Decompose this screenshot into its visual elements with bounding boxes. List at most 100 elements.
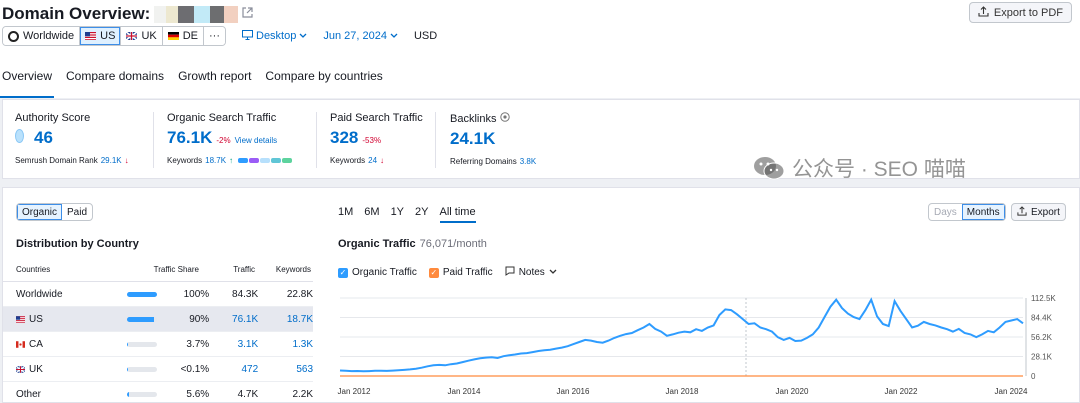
currency-label: USD	[413, 30, 438, 42]
legend-organic[interactable]: ✓ Organic Traffic	[338, 267, 417, 278]
table-row[interactable]: Worldwide 100% 84.3K 22.8K	[3, 282, 313, 307]
tab-compare-by-countries[interactable]: Compare by countries	[265, 69, 383, 83]
domain-rank-value[interactable]: 29.1K	[100, 156, 122, 165]
date-dropdown[interactable]: Jun 27, 2024	[323, 30, 398, 42]
view-details-link[interactable]: View details	[234, 136, 278, 145]
period-2y-button[interactable]: 2Y	[415, 206, 429, 218]
redaction-block	[154, 5, 167, 23]
table-body: Worldwide 100% 84.3K 22.8K US 90% 76.1K 18.7K CA…	[3, 282, 313, 403]
period-6m-button[interactable]: 6M	[364, 206, 380, 218]
paid-traffic-widget: Paid Search Traffic 328 -53% Keywords 24 ↓	[330, 112, 423, 165]
export-pdf-button[interactable]: Export to PDF	[968, 2, 1072, 23]
tab-compare-domains[interactable]: Compare domains	[66, 69, 165, 83]
divider	[316, 112, 317, 168]
arrow-down-icon: ↓	[380, 156, 385, 165]
export-icon	[1017, 205, 1027, 219]
country-cell: US	[3, 314, 113, 325]
table-row[interactable]: Other 5.6% 4.7K 2.2K	[3, 382, 313, 403]
share-bar	[126, 391, 157, 397]
keywords-value[interactable]: 1.3K	[292, 338, 314, 350]
traffic-value[interactable]: 76.1K	[232, 313, 259, 325]
x-tick-label: Jan 2022	[885, 387, 918, 396]
table-row[interactable]: UK <0.1% 472 563	[3, 357, 313, 382]
col-traffic-header[interactable]: Traffic	[233, 265, 255, 274]
x-tick-label: Jan 2018	[666, 387, 699, 396]
x-tick-label: Jan 2012	[338, 387, 371, 396]
table-row[interactable]: US 90% 76.1K 18.7K	[3, 307, 313, 332]
export-button[interactable]: Export	[1011, 203, 1066, 221]
domain-rank-label: Semrush Domain Rank	[15, 156, 98, 165]
x-tick-label: Jan 2024	[995, 387, 1028, 396]
database-de-button[interactable]: DE	[162, 27, 204, 45]
months-button[interactable]: Months	[961, 204, 1005, 220]
divider	[435, 112, 436, 168]
database-label: UK	[141, 30, 157, 42]
intent-segment	[271, 158, 282, 163]
traffic-value[interactable]: 3.1K	[237, 338, 259, 350]
redaction-block	[224, 5, 239, 23]
traffic-value[interactable]: 472	[241, 363, 259, 375]
keywords-value[interactable]: 563	[296, 363, 314, 375]
backlinks-label: Backlinks	[450, 112, 497, 125]
divider	[153, 112, 154, 168]
organic-toggle-button[interactable]: Organic	[17, 204, 63, 220]
more-databases-button[interactable]: ···	[204, 27, 225, 45]
legend-paid[interactable]: ✓ Paid Traffic	[428, 267, 493, 278]
chevron-down-icon	[299, 30, 307, 42]
y-tick-label: 112.5K	[1031, 294, 1056, 303]
database-us-button[interactable]: US	[80, 27, 122, 45]
country-cell: Other	[3, 389, 113, 400]
paid-toggle-button[interactable]: Paid	[67, 206, 88, 218]
days-button[interactable]: Days	[934, 206, 957, 218]
tab-growth-report[interactable]: Growth report	[178, 69, 252, 83]
date-label: Jun 27, 2024	[323, 30, 387, 42]
paid-traffic-value[interactable]: 328	[330, 128, 359, 147]
organic-paid-toggle: Organic Paid	[16, 203, 94, 221]
col-share-header[interactable]: Traffic Share	[153, 265, 199, 274]
col-country-header[interactable]: Countries	[16, 265, 51, 274]
keywords-value[interactable]: 18.7K	[286, 313, 314, 325]
database-uk-button[interactable]: UK	[121, 27, 163, 45]
period-all-time-button[interactable]: All time	[439, 206, 476, 223]
organic-traffic-chart[interactable]: 112.5K 84.4K 56.2K 28.1K 0 Jan 2012 Jan 2014 Ja…	[333, 290, 1078, 402]
device-dropdown[interactable]: Desktop	[242, 29, 307, 43]
share-bar	[126, 366, 157, 372]
database-worldwide-button[interactable]: Worldwide	[3, 27, 81, 45]
period-1m-button[interactable]: 1M	[338, 206, 354, 218]
country-name: Worldwide	[16, 288, 63, 300]
col-keywords-header[interactable]: Keywords	[275, 265, 311, 274]
kpi-summary-card: Authority Score 46 Semrush Domain Rank 29…	[2, 99, 1080, 179]
organic-traffic-delta: -2%	[216, 136, 231, 145]
share-value: 5.6%	[186, 388, 210, 400]
export-label: Export	[1031, 206, 1060, 218]
backlinks-widget: Backlinks 24.1K Referring Domains 3.8K	[450, 112, 536, 166]
organic-keywords-value[interactable]: 18.7K	[205, 156, 227, 165]
globe-icon	[8, 30, 19, 42]
series-line-organic	[339, 297, 1024, 373]
database-label: Worldwide	[23, 30, 75, 42]
traffic-value: 84.3K	[232, 288, 259, 300]
period-1y-button[interactable]: 1Y	[390, 206, 405, 218]
backlinks-value[interactable]: 24.1K	[450, 129, 496, 148]
notes-icon	[505, 266, 515, 279]
organic-traffic-value[interactable]: 76.1K	[167, 128, 213, 147]
notes-dropdown[interactable]: Notes	[505, 266, 557, 279]
authority-score-value[interactable]: 46	[34, 128, 53, 147]
share-value: 100%	[183, 288, 210, 300]
distribution-table: Countries Traffic Share Traffic Keywords…	[3, 258, 313, 403]
external-link-icon[interactable]	[242, 7, 253, 21]
flag-de-icon	[167, 32, 179, 40]
share-value: <0.1%	[180, 363, 210, 375]
referring-domains-value[interactable]: 3.8K	[519, 157, 537, 166]
table-row[interactable]: CA 3.7% 3.1K 1.3K	[3, 332, 313, 357]
paid-keywords-value[interactable]: 24	[368, 156, 378, 165]
page-header: Domain Overview: Export to PDF Worldwide…	[0, 0, 1080, 98]
desktop-icon	[242, 29, 253, 43]
y-tick-label: 0	[1031, 372, 1036, 381]
table-header: Countries Traffic Share Traffic Keywords	[3, 258, 313, 282]
period-selector: 1M 6M 1Y 2Y All time	[338, 206, 476, 223]
device-label: Desktop	[256, 30, 297, 42]
tab-overview[interactable]: Overview	[0, 62, 55, 98]
y-tick-label: 56.2K	[1031, 333, 1053, 342]
share-bar-cell	[126, 341, 170, 347]
